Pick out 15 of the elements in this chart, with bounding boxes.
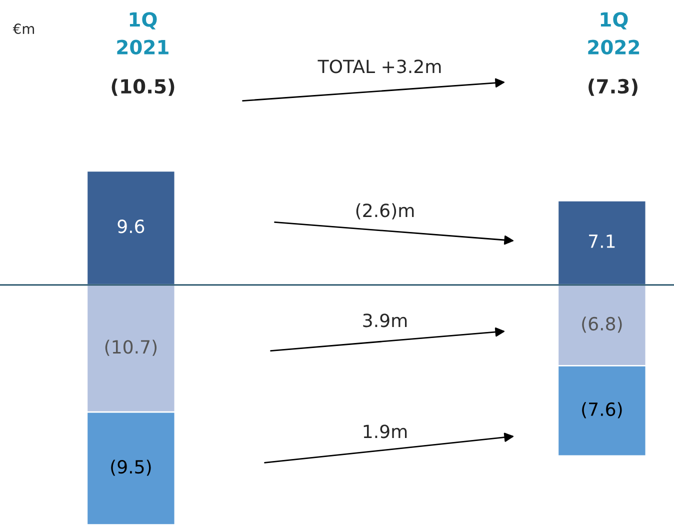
- x-tick-label: 1Q 2021: [117, 12, 168, 54]
- y-axis-title: €m: [12, 24, 34, 34]
- data-label: (9.5): [111, 460, 151, 476]
- data-label: (10.7): [105, 340, 157, 356]
- annotation: 3.9m: [363, 314, 407, 328]
- data-label: 7.1: [589, 234, 615, 248]
- annotation: TOTAL +3.2m: [318, 60, 441, 74]
- annotation: (2.6)m: [356, 203, 414, 220]
- data-label: 9.6: [118, 220, 144, 234]
- data-label: (7.6): [582, 402, 622, 418]
- annotation: 1.9m: [364, 424, 407, 438]
- data-label: (6.8): [582, 316, 622, 333]
- annotation: (7.3): [588, 78, 638, 96]
- x-tick-label: 1Q 2022: [588, 12, 640, 54]
- annotation: (10.5): [112, 78, 174, 96]
